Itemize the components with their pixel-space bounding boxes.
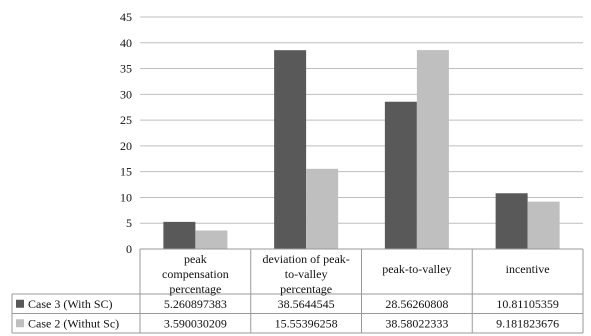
y-tick-label: 25 bbox=[120, 113, 132, 127]
legend-series-name: Case 3 (With SC) bbox=[28, 297, 113, 311]
data-table-cell: 38.58022333 bbox=[385, 316, 448, 330]
y-tick-label: 0 bbox=[126, 242, 132, 256]
y-tick-label: 30 bbox=[120, 87, 132, 101]
bar-case2-0 bbox=[195, 230, 228, 249]
y-tick-label: 45 bbox=[120, 10, 132, 24]
bar-case2-3 bbox=[527, 201, 560, 249]
data-table-cell: 5.260897383 bbox=[164, 297, 227, 311]
y-tick-label: 20 bbox=[120, 139, 132, 153]
y-tick-label: 10 bbox=[120, 190, 132, 204]
y-tick-label: 40 bbox=[120, 36, 132, 50]
bar-case3-2 bbox=[384, 101, 417, 249]
x-category-label: to-valley bbox=[285, 267, 328, 281]
x-category-label: peak-to-valley bbox=[382, 262, 451, 276]
x-category-label: deviation of peak- bbox=[262, 252, 349, 266]
y-tick-label: 15 bbox=[120, 165, 132, 179]
data-table-cell: 38.5644545 bbox=[278, 297, 335, 311]
y-tick-label: 5 bbox=[126, 216, 132, 230]
y-tick-label: 35 bbox=[120, 62, 132, 76]
legend-key-case3 bbox=[16, 299, 24, 308]
legend-series-name: Case 2 (Withut Sc) bbox=[28, 316, 119, 330]
data-table-cell: 3.590030209 bbox=[164, 316, 227, 330]
bar-case3-1 bbox=[274, 50, 307, 249]
x-category-label: peak bbox=[184, 252, 207, 266]
bar-case2-1 bbox=[306, 168, 339, 249]
x-category-label: percentage bbox=[280, 282, 332, 296]
data-table-cell: 9.181823676 bbox=[496, 316, 559, 330]
data-table-cell: 28.56260808 bbox=[385, 297, 448, 311]
data-table-cell: 15.55396258 bbox=[275, 316, 338, 330]
x-category-label: compensation bbox=[162, 267, 229, 281]
legend-key-case2 bbox=[16, 319, 24, 328]
x-category-label: percentage bbox=[169, 282, 221, 296]
bar-case2-2 bbox=[416, 50, 449, 249]
bar-case3-3 bbox=[495, 193, 528, 249]
x-category-label: incentive bbox=[506, 262, 550, 276]
data-table-cell: 10.81105359 bbox=[496, 297, 559, 311]
bar-case3-0 bbox=[163, 221, 196, 249]
